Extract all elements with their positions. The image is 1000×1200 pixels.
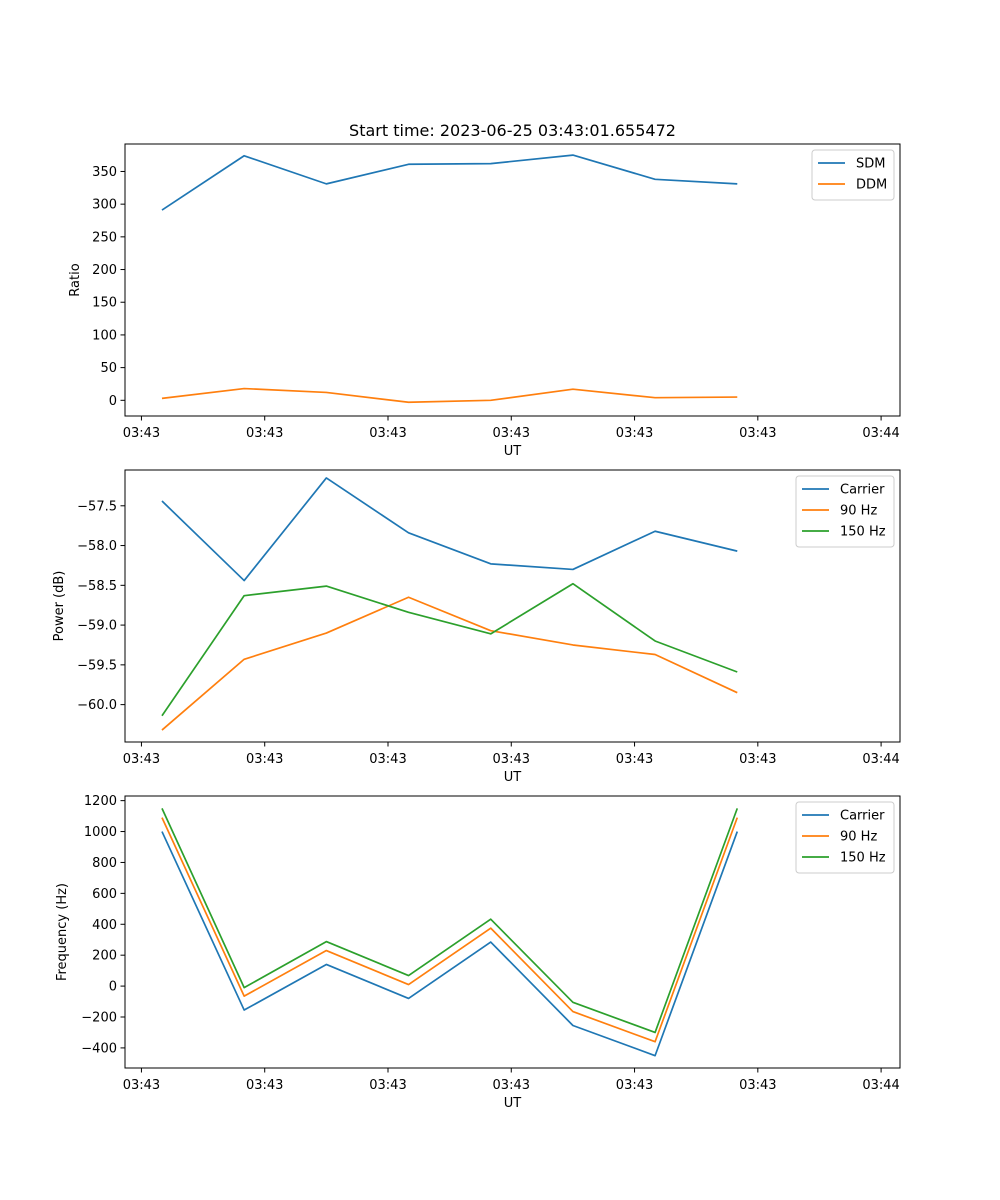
frequency-series-carrier-line	[161, 831, 739, 1057]
frequency-x-tick-label: 03:43	[123, 1078, 160, 1093]
frequency-y-tick-label: 0	[109, 980, 117, 995]
frequency-x-tick-label: 03:43	[369, 1078, 406, 1093]
ratio-x-tick-label: 03:43	[369, 426, 406, 441]
frequency-x-tick-label: 03:43	[739, 1078, 776, 1093]
frequency-y-tick-label: 1200	[84, 794, 117, 809]
frequency-legend-box	[795, 801, 895, 874]
ratio-panel: 03:43 03:43 03:43 03:43 03:43 03:43 03:44 0 50 10…	[68, 143, 901, 459]
power-y-tick-label: −58.0	[77, 539, 117, 554]
ratio-y-axis-label: Ratio	[68, 263, 83, 296]
frequency-x-axis-label: UT	[504, 1096, 522, 1111]
power-legend-label: Carrier	[840, 483, 885, 498]
frequency-panel: 03:43 03:43 03:43 03:43 03:43 03:43 03:44 −400 −…	[55, 794, 901, 1111]
frequency-x-tick-label: 03:43	[246, 1078, 283, 1093]
ratio-y-tick-label: 100	[92, 328, 117, 343]
ratio-x-tick-label: 03:43	[493, 426, 530, 441]
power-series-carrier-line	[161, 477, 738, 582]
ratio-x-tick-label: 03:44	[862, 426, 899, 441]
ratio-x-tick-label: 03:43	[616, 426, 653, 441]
frequency-y-tick-label: 200	[92, 949, 117, 964]
ratio-x-tick-label: 03:43	[246, 426, 283, 441]
power-panel: 03:43 03:43 03:43 03:43 03:43 03:43 03:44 −60.0…	[52, 469, 901, 785]
frequency-y-tick-label: −400	[81, 1041, 117, 1056]
power-y-tick-label: −59.5	[77, 658, 117, 673]
ratio-y-tick-label: 150	[92, 296, 117, 311]
frequency-y-axis-label: Frequency (Hz)	[55, 883, 70, 981]
frequency-y-tick-label: 800	[92, 856, 117, 871]
power-y-tick-label: −60.0	[77, 698, 117, 713]
power-x-axis-label: UT	[504, 770, 522, 785]
frequency-x-tick-label: 03:43	[493, 1078, 530, 1093]
frequency-x-tick-label: 03:43	[616, 1078, 653, 1093]
power-legend-label: 90 Hz	[840, 504, 877, 519]
power-series-150-hz-line	[161, 582, 738, 717]
power-x-tick-label: 03:43	[493, 752, 530, 767]
power-x-tick-label: 03:43	[739, 752, 776, 767]
ratio-legend-label: SDM	[856, 157, 885, 172]
ratio-y-tick-label: 200	[92, 263, 117, 278]
ratio-series-sdm-line	[161, 154, 738, 211]
ratio-x-tick-label: 03:43	[123, 426, 160, 441]
ratio-legend-label: DDM	[856, 178, 887, 193]
power-series-90-hz-line	[161, 596, 738, 731]
power-y-tick-label: −58.5	[77, 579, 117, 594]
frequency-y-tick-label: 600	[92, 887, 117, 902]
power-x-tick-label: 03:43	[616, 752, 653, 767]
ratio-x-axis-label: UT	[504, 444, 522, 459]
frequency-y-tick-label: 1000	[84, 825, 117, 840]
ratio-axes-frame	[124, 143, 901, 417]
ratio-x-tick-label: 03:43	[739, 426, 776, 441]
frequency-axes-frame	[124, 795, 901, 1069]
ratio-y-tick-label: 300	[92, 198, 117, 213]
frequency-series-150-hz-line	[161, 808, 739, 1034]
power-y-tick-label: −57.5	[77, 499, 117, 514]
ratio-y-tick-label: 250	[92, 230, 117, 245]
power-axes-frame	[124, 469, 901, 743]
power-x-tick-label: 03:43	[246, 752, 283, 767]
ratio-y-tick-label: 0	[109, 394, 117, 409]
frequency-legend-label: Carrier	[840, 809, 885, 824]
ratio-y-tick-label: 50	[100, 361, 117, 376]
frequency-series-90-hz-line	[161, 817, 739, 1043]
frequency-y-tick-label: −200	[81, 1011, 117, 1026]
ratio-series-ddm-line	[161, 387, 738, 404]
power-y-tick-label: −59.0	[77, 619, 117, 634]
ratio-y-tick-label: 350	[92, 165, 117, 180]
power-x-tick-label: 03:43	[123, 752, 160, 767]
power-x-tick-label: 03:43	[369, 752, 406, 767]
frequency-y-tick-label: 400	[92, 918, 117, 933]
figure-title: Start time: 2023-06-25 03:43:01.655472	[349, 121, 676, 140]
power-y-axis-label: Power (dB)	[52, 571, 67, 642]
frequency-legend-label: 90 Hz	[840, 830, 877, 845]
power-legend-label: 150 Hz	[840, 525, 886, 540]
power-legend-box	[795, 475, 895, 548]
frequency-x-tick-label: 03:44	[862, 1078, 899, 1093]
power-x-tick-label: 03:44	[862, 752, 899, 767]
frequency-legend-label: 150 Hz	[840, 851, 886, 866]
